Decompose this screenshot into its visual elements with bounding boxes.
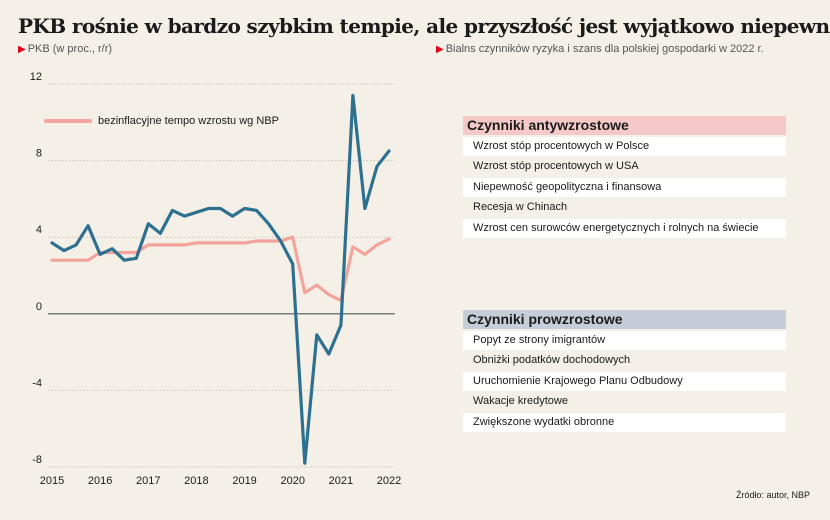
list-item: Popyt ze strony imigrantów (463, 330, 786, 350)
page-title: PKB rośnie w bardzo szybkim tempie, ale … (18, 14, 830, 38)
series-lines (50, 93, 391, 465)
y-tick-label: 8 (36, 148, 42, 160)
triangle-icon: ▶ (436, 44, 444, 55)
x-tick-label: 2015 (40, 475, 64, 487)
y-tick-labels: 12 8 4 0 -4 -8 (30, 71, 42, 466)
panel-pro-growth-title: Czynniki prowzrostowe (463, 310, 786, 329)
chart-subtitle: ▶ PKB (w proc., r/r) (18, 43, 112, 55)
panels-subtitle: ▶ Bialns czynników ryzyka i szans dla pol… (436, 43, 764, 55)
x-tick-label: 2018 (184, 475, 208, 487)
panel-pro-growth: Czynniki prowzrostowe Popyt ze strony im… (463, 310, 786, 432)
panels-subtitle-text: Bialns czynników ryzyka i szans dla pols… (445, 43, 764, 55)
list-item: Recesja w Chinach (473, 201, 568, 213)
y-tick-label: 0 (36, 301, 42, 313)
y-tick-label: 12 (30, 71, 42, 83)
x-tick-label: 2016 (88, 475, 112, 487)
x-tick-label: 2020 (280, 475, 304, 487)
list-item: Wzrost stóp procentowych w Polsce (463, 136, 786, 156)
source-note: Źródło: autor, NBP (735, 490, 810, 500)
x-tick-label: 2017 (136, 475, 160, 487)
chart-subtitle-text: PKB (w proc., r/r) (27, 43, 113, 55)
list-item: Zwiększone wydatki obronne (463, 412, 786, 432)
x-tick-label: 2019 (232, 475, 256, 487)
x-tick-labels: 2015 2016 2017 2018 2019 2020 2021 2022 (40, 475, 401, 487)
legend-label-nbp: bezinflacyjne tempo wzrostu wg NBP (98, 115, 279, 127)
list-item: Wzrost cen surowców energetycznych i rol… (463, 218, 786, 238)
list-item: Uruchomienie Krajowego Planu Odbudowy (463, 371, 786, 391)
y-tick-label: 4 (36, 224, 42, 236)
panel-anti-growth: Czynniki antywzrostowe Wzrost stóp proce… (463, 116, 786, 238)
grid-lines (48, 83, 395, 468)
triangle-icon: ▶ (18, 44, 26, 55)
series-line-nbp (50, 235, 391, 302)
y-tick-label: -8 (32, 454, 42, 466)
y-tick-label: -4 (32, 377, 42, 389)
x-tick-label: 2022 (377, 475, 401, 487)
list-item: Obniżki podatków dochodowych (473, 354, 631, 366)
list-item: Wakacje kredytowe (473, 395, 568, 407)
series-line-gdp (50, 93, 391, 465)
x-tick-label: 2021 (329, 475, 353, 487)
panel-anti-growth-title: Czynniki antywzrostowe (463, 116, 786, 135)
chart-legend: bezinflacyjne tempo wzrostu wg NBP (44, 115, 279, 127)
list-item: Niepewność geopolityczna i finansowa (463, 177, 786, 197)
list-item: Wzrost stóp procentowych w USA (473, 160, 639, 172)
